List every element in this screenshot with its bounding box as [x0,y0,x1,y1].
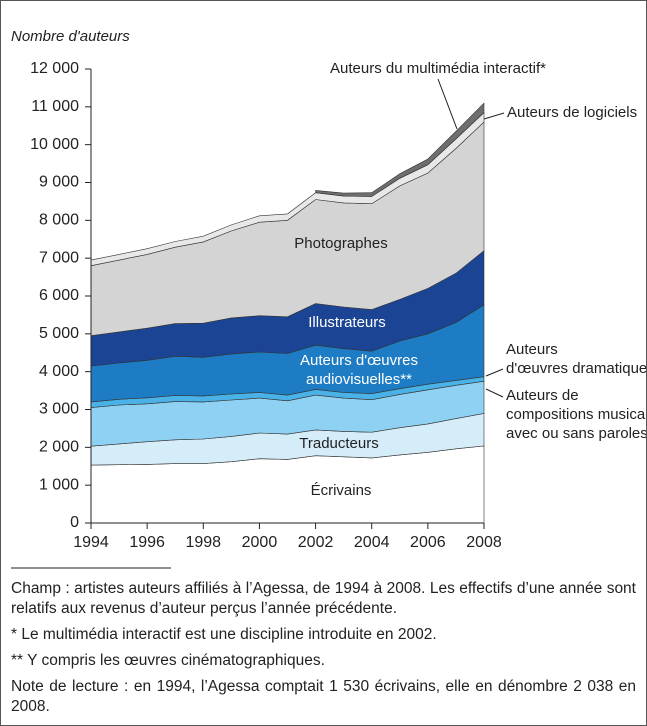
series-label: Photographes [294,235,387,252]
x-tick-label: 2006 [410,534,446,551]
leader-line [483,112,505,120]
leader-line [485,388,504,398]
y-tick-label: 4 000 [39,363,79,380]
series-label: Écrivains [311,482,372,499]
series-label: Auteurs [506,341,558,358]
y-tick-label: 10 000 [30,136,79,153]
series-label: d'œuvres dramatiques [506,360,646,377]
y-tick-label: 2 000 [39,439,79,456]
note: Champ : artistes auteurs affiliés à l’Ag… [11,580,636,617]
y-tick-label: 7 000 [39,249,79,266]
x-tick-label: 1996 [129,534,165,551]
series-label: Auteurs de [506,387,579,404]
notes: Champ : artistes auteurs affiliés à l’Ag… [11,579,636,723]
chart: Nombre d'auteurs 0 1 000 2 000 3 000 4 000 5 … [11,28,646,569]
series-label: Illustrateurs [308,314,386,331]
leader-line [437,78,458,130]
y-tick-label: 0 [70,514,79,531]
y-tick-label: 1 000 [39,476,79,493]
note: * Le multimédia interactif est une disci… [11,626,437,643]
x-tick-label: 2000 [242,534,278,551]
y-tick-label: 5 000 [39,325,79,342]
series-label: Traducteurs [299,435,378,452]
note: Note de lecture : en 1994, l’Agessa comp… [11,678,636,715]
x-tick-label: 2004 [354,534,390,551]
leader-line [485,368,504,377]
series-label: Auteurs du multimédia interactif* [330,60,546,77]
y-tick-label: 9 000 [39,174,79,191]
series-label: Auteurs d'œuvres [300,352,418,369]
series-label: avec ou sans paroles [506,425,646,442]
x-tick-label: 2002 [298,534,334,551]
area [315,102,485,197]
x-tick-label: 1994 [73,534,109,551]
y-tick-label: 12 000 [30,60,79,77]
series-label: compositions musicales [506,406,646,423]
y-axis-title: Nombre d'auteurs [11,28,130,45]
y-tick-label: 11 000 [31,98,79,115]
y-tick-label: 6 000 [39,287,79,304]
area [90,111,485,267]
y-tick-label: 3 000 [39,401,79,418]
series-label: audiovisuelles** [306,371,412,388]
note: ** Y compris les œuvres cinématographiqu… [11,652,325,669]
x-tick-label: 2008 [466,534,502,551]
y-tick-label: 8 000 [39,212,79,229]
series-label: Auteurs de logiciels [507,104,637,121]
x-tick-label: 1998 [185,534,221,551]
